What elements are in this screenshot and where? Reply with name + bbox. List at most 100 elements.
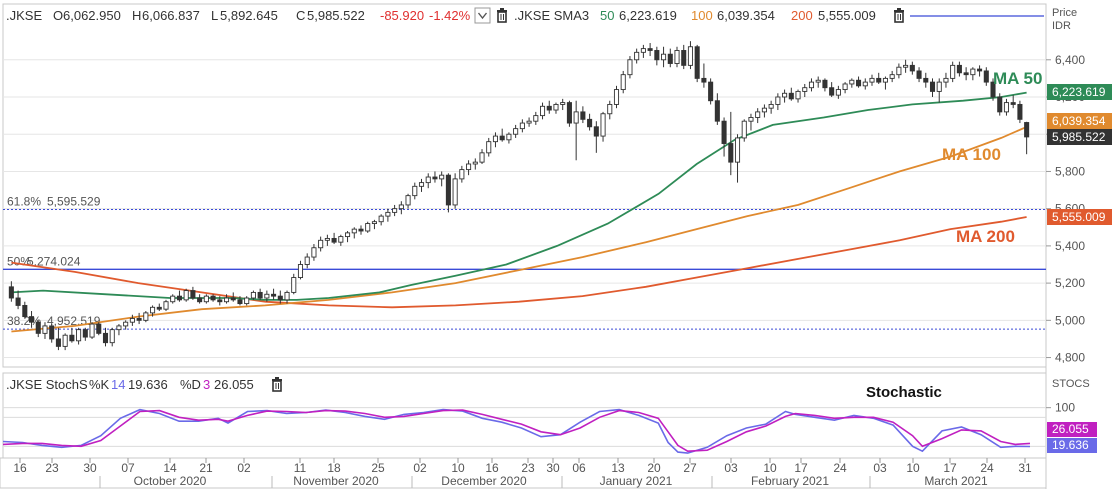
candle-body: [741, 120, 747, 139]
candle: [768, 100, 774, 114]
candle-body: [271, 293, 277, 297]
candle-body: [929, 81, 936, 92]
candle-body: [55, 338, 61, 347]
candle-body: [566, 102, 572, 124]
candle-body: [607, 103, 613, 115]
candle: [351, 227, 357, 239]
candle-body: [546, 105, 552, 111]
candle: [371, 219, 377, 230]
candle-body: [116, 325, 122, 331]
candle-body: [977, 68, 983, 72]
candle: [439, 171, 445, 187]
candle: [176, 290, 182, 302]
candle: [452, 173, 458, 209]
candle: [788, 87, 794, 101]
candle-body: [728, 143, 734, 163]
candle-body: [1017, 103, 1023, 120]
candle-body: [459, 169, 465, 180]
x-day-label: 24: [833, 461, 847, 475]
candle: [936, 78, 942, 103]
candle-body: [956, 64, 962, 74]
stochastic-annotation: Stochastic: [866, 384, 942, 401]
candle-body: [647, 48, 653, 51]
x-day-label: 16: [13, 461, 27, 475]
close-label: C: [296, 8, 305, 23]
stoch-d-value-tag: 26.055: [1047, 422, 1097, 437]
change-value: -85.920: [380, 8, 424, 23]
price-axis-title: Price: [1052, 7, 1077, 19]
candle: [970, 67, 976, 81]
candle-body: [983, 70, 989, 83]
candle: [640, 44, 646, 58]
candle: [896, 63, 902, 79]
candle: [822, 78, 828, 92]
candle-body: [62, 334, 68, 347]
candle-body: [627, 59, 633, 76]
candle-body: [600, 113, 606, 137]
candle-body: [237, 299, 243, 305]
candle-body: [681, 50, 687, 66]
candle: [1010, 95, 1016, 109]
candle: [929, 78, 936, 97]
candle-body: [970, 68, 976, 76]
candle: [560, 98, 566, 111]
price-panel: [2, 3, 1047, 368]
candle-body: [331, 237, 337, 243]
trash-icon[interactable]: [272, 377, 282, 392]
candle-body: [304, 256, 310, 265]
candle: [513, 124, 519, 138]
candle-body: [923, 77, 929, 83]
x-day-label: 24: [980, 461, 994, 475]
candle-body: [365, 223, 371, 232]
sma-label: .JKSE SMA3: [514, 8, 589, 23]
candle-body: [963, 72, 969, 76]
price-axis-unit: IDR: [1052, 20, 1071, 32]
trash-icon[interactable]: [894, 8, 904, 23]
chevron-down-icon[interactable]: [474, 7, 491, 24]
candle: [620, 70, 626, 94]
candle-body: [22, 304, 28, 318]
candle-body: [553, 103, 559, 111]
candle-body: [876, 77, 882, 83]
candle-body: [244, 297, 250, 305]
x-day-label: 16: [485, 461, 499, 475]
candle-body: [210, 295, 216, 301]
candle: [741, 119, 747, 142]
candle-body: [862, 81, 868, 87]
candle: [466, 160, 472, 176]
x-day-label: 20: [647, 461, 661, 475]
candle-body: [351, 228, 357, 234]
candle-body: [452, 178, 458, 206]
candle-body: [573, 111, 579, 124]
stoch-axis-title: STOCS: [1052, 378, 1090, 390]
fib-level-value: 5,595.529: [47, 194, 101, 208]
open-label: O: [53, 8, 63, 23]
candle-body: [788, 92, 794, 100]
candle: [869, 74, 875, 86]
stoch-k-tag-text: 19.636: [1052, 438, 1089, 452]
trash-icon[interactable]: [497, 8, 507, 23]
candle: [734, 134, 741, 183]
x-day-label: 03: [873, 461, 887, 475]
candle: [284, 290, 290, 304]
candle: [223, 294, 230, 304]
fib-level-label: 61.8%: [7, 194, 41, 208]
candle-body: [176, 295, 182, 301]
candle-body: [109, 329, 115, 344]
candle-body: [560, 102, 566, 105]
stoch-d-period: 3: [203, 377, 210, 392]
candle-body: [1003, 102, 1010, 113]
candle-body: [909, 64, 915, 72]
candle-body: [69, 334, 75, 342]
candle-body: [889, 74, 895, 79]
candle: [291, 273, 297, 295]
candle: [318, 236, 324, 252]
candle-body: [89, 323, 95, 338]
candle-body: [479, 152, 485, 163]
candle-body: [28, 316, 35, 323]
candle-body: [882, 77, 888, 83]
candle-body: [425, 176, 431, 184]
candle: [197, 294, 203, 304]
candle: [116, 324, 122, 336]
